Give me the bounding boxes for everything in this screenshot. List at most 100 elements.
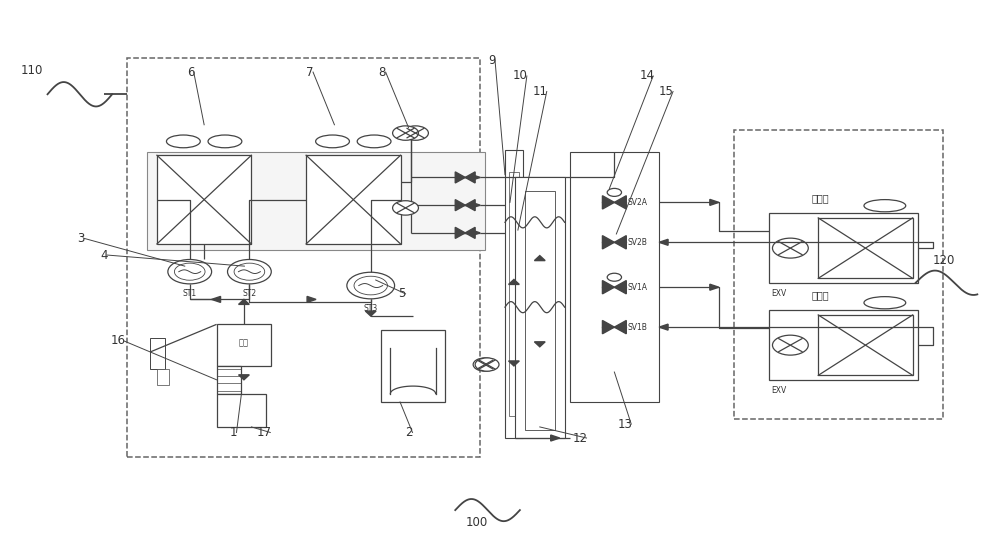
Polygon shape — [239, 300, 249, 305]
Polygon shape — [602, 236, 614, 249]
Bar — [217, 394, 266, 427]
Circle shape — [475, 358, 499, 371]
Text: SV2A: SV2A — [627, 198, 647, 207]
Polygon shape — [471, 174, 480, 180]
Bar — [157, 155, 251, 244]
Polygon shape — [602, 320, 614, 334]
Bar — [157, 368, 169, 385]
Text: 110: 110 — [21, 64, 43, 77]
Text: 室内机: 室内机 — [812, 193, 830, 203]
Text: 1: 1 — [230, 426, 237, 439]
Bar — [147, 152, 485, 250]
Text: SV2B: SV2B — [627, 238, 647, 247]
Circle shape — [393, 200, 418, 215]
Text: 3: 3 — [77, 232, 85, 245]
Polygon shape — [455, 227, 465, 239]
Bar — [217, 324, 271, 366]
Text: 13: 13 — [617, 418, 632, 431]
Text: 室内机: 室内机 — [812, 290, 830, 300]
Polygon shape — [455, 199, 465, 211]
Text: 120: 120 — [933, 254, 955, 267]
Bar — [525, 192, 555, 430]
Text: SV1B: SV1B — [627, 323, 647, 332]
Text: 100: 100 — [465, 516, 487, 529]
Bar — [217, 366, 241, 394]
Polygon shape — [534, 342, 545, 347]
Polygon shape — [602, 196, 614, 209]
Circle shape — [347, 272, 395, 299]
Text: 11: 11 — [533, 85, 548, 98]
Polygon shape — [471, 230, 480, 236]
Text: 16: 16 — [110, 334, 125, 348]
Circle shape — [234, 263, 265, 280]
Polygon shape — [534, 255, 545, 260]
Ellipse shape — [208, 135, 242, 148]
Text: SV1A: SV1A — [627, 283, 647, 292]
Circle shape — [354, 276, 387, 295]
Bar — [381, 330, 445, 402]
Text: 17: 17 — [256, 426, 271, 439]
Circle shape — [168, 259, 212, 284]
Ellipse shape — [316, 135, 349, 148]
Circle shape — [607, 188, 622, 197]
Polygon shape — [659, 239, 668, 245]
Polygon shape — [465, 227, 475, 239]
Text: 14: 14 — [639, 69, 654, 82]
Text: 6: 6 — [187, 66, 194, 78]
Circle shape — [174, 263, 205, 280]
Polygon shape — [509, 361, 519, 366]
Circle shape — [228, 259, 271, 284]
Text: ST1: ST1 — [183, 290, 197, 298]
Bar — [515, 178, 565, 438]
Text: 15: 15 — [659, 85, 674, 98]
Bar — [127, 58, 480, 458]
Polygon shape — [509, 279, 519, 284]
Polygon shape — [212, 296, 221, 302]
Polygon shape — [614, 281, 626, 294]
Bar — [769, 213, 918, 283]
Circle shape — [403, 126, 428, 140]
Bar — [570, 152, 659, 402]
Text: 5: 5 — [399, 287, 406, 300]
Bar — [734, 130, 943, 419]
Bar — [769, 310, 918, 380]
Text: 2: 2 — [406, 426, 413, 439]
Polygon shape — [471, 202, 480, 208]
Bar — [818, 218, 913, 278]
Polygon shape — [710, 199, 719, 206]
Bar — [818, 315, 913, 375]
Text: ST3: ST3 — [364, 304, 378, 314]
Text: 4: 4 — [100, 249, 108, 262]
Circle shape — [772, 335, 808, 355]
Bar — [150, 338, 165, 368]
Text: 油分: 油分 — [239, 339, 249, 348]
Polygon shape — [659, 324, 668, 330]
Polygon shape — [465, 172, 475, 183]
Text: EXV: EXV — [771, 290, 787, 298]
Ellipse shape — [864, 199, 906, 212]
Ellipse shape — [166, 135, 200, 148]
Polygon shape — [710, 284, 719, 290]
Polygon shape — [602, 281, 614, 294]
Text: EXV: EXV — [771, 386, 787, 395]
Circle shape — [393, 126, 418, 140]
Circle shape — [772, 238, 808, 258]
Polygon shape — [455, 172, 465, 183]
Ellipse shape — [357, 135, 391, 148]
Polygon shape — [465, 199, 475, 211]
Text: ST2: ST2 — [242, 290, 256, 298]
Ellipse shape — [864, 297, 906, 309]
Circle shape — [607, 273, 622, 281]
Text: 9: 9 — [488, 54, 496, 67]
Polygon shape — [614, 196, 626, 209]
Text: 10: 10 — [513, 69, 528, 82]
Bar — [509, 172, 519, 416]
Polygon shape — [239, 375, 249, 380]
Text: 7: 7 — [306, 66, 314, 78]
Polygon shape — [614, 236, 626, 249]
Bar — [505, 150, 523, 438]
Polygon shape — [551, 435, 560, 441]
Polygon shape — [614, 320, 626, 334]
Polygon shape — [365, 311, 376, 316]
Bar — [306, 155, 401, 244]
